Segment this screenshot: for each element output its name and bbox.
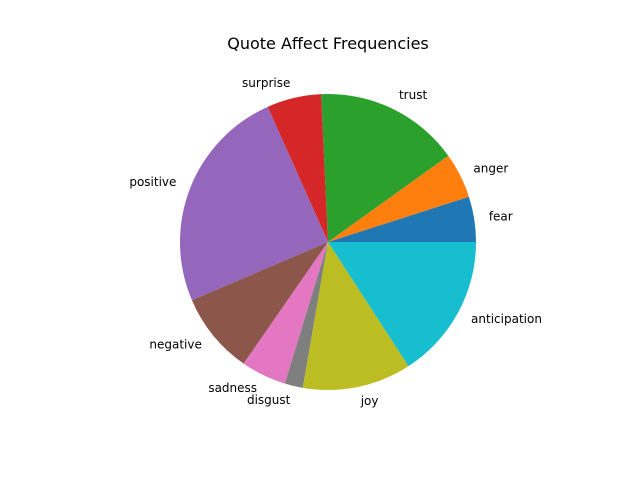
chart-title: Quote Affect Frequencies [227,34,429,53]
pie-slice-disgust [284,242,328,388]
pie-label-positive: positive [129,175,176,189]
pie-label-trust: trust [399,88,427,102]
pie-label-anticipation: anticipation [471,312,542,326]
pie-slice-joy [302,242,409,391]
pie-slice-negative [191,242,328,364]
pie-label-fear: fear [489,209,513,223]
pie-slice-trust [321,94,449,242]
pie-slice-sadness [243,242,328,384]
pie-slices [179,94,476,391]
pie-label-anger: anger [473,161,508,175]
pie-label-surprise: surprise [242,76,290,90]
pie-slice-anger [328,155,469,242]
pie-slice-surprise [267,94,328,242]
pie-labels: fear anger trust surprise positive negative sa… [129,76,542,408]
pie-slice-positive [179,106,328,301]
pie-label-joy: joy [360,394,379,408]
pie-label-sadness: sadness [208,381,257,395]
pie-slice-anticipation [328,242,476,367]
pie-label-disgust: disgust [247,393,291,407]
pie-slice-fear [328,196,476,242]
pie-label-negative: negative [149,337,201,351]
